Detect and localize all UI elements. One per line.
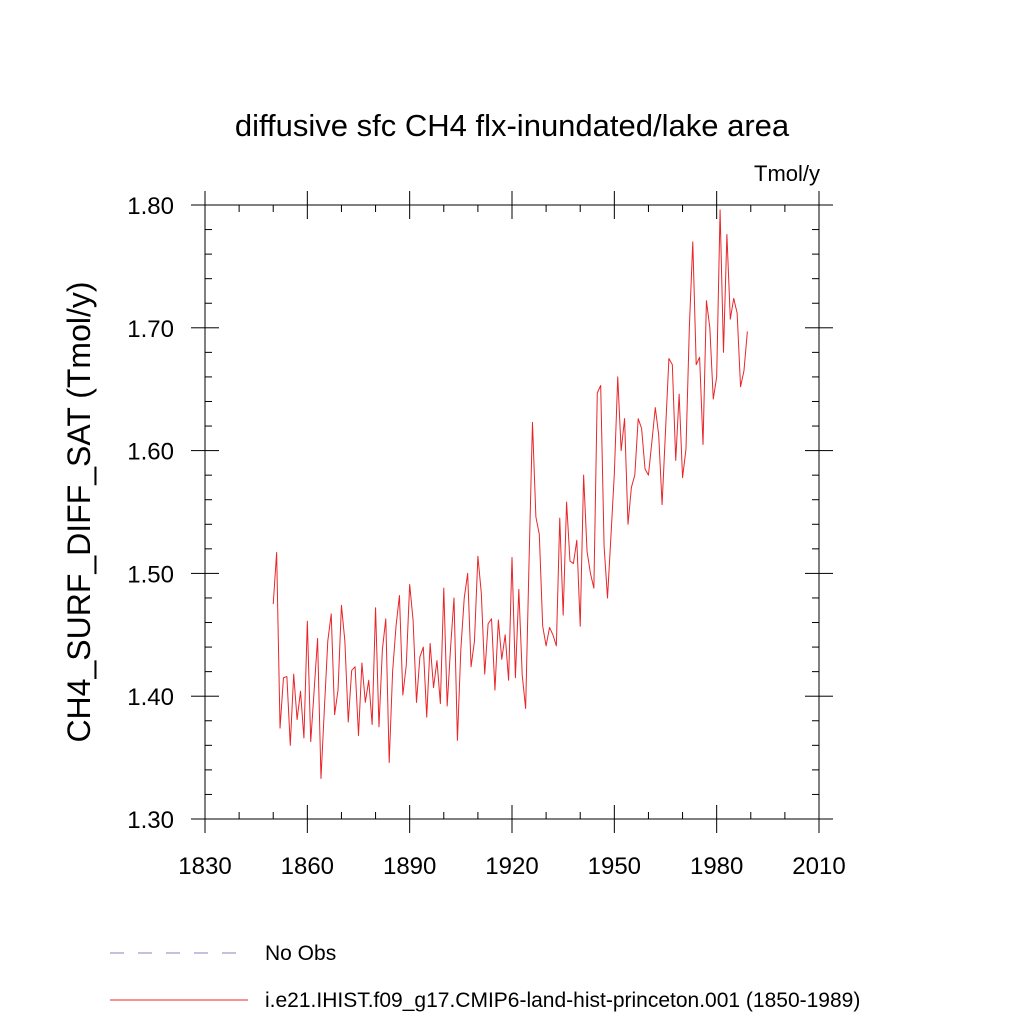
series-layer [272, 209, 748, 779]
y-axis-label: CH4_SURF_DIFF_SAT (Tmol/y) [61, 281, 97, 742]
x-tick-label: 1950 [588, 853, 641, 880]
x-tick-label: 1890 [383, 853, 436, 880]
x-tick-label: 1860 [281, 853, 334, 880]
x-tick-label: 1980 [690, 853, 743, 880]
y-tick-label: 1.70 [127, 316, 174, 343]
y-tick-label: 1.40 [127, 684, 174, 711]
y-tick-label: 1.80 [127, 193, 174, 220]
x-tick-label: 1830 [178, 853, 231, 880]
legend: No Obs i.e21.IHIST.f09_g17.CMIP6-land-hi… [110, 942, 860, 1012]
plot-frame [204, 204, 820, 820]
y-tick-label: 1.30 [127, 807, 174, 834]
y-tick-label: 1.50 [127, 561, 174, 588]
x-tick-label: 1920 [485, 853, 538, 880]
axis-ticks [191, 191, 833, 833]
axis-tick-labels: 1830 1860 1890 1920 1950 1980 2010 1.30 1.40 1.50… [127, 193, 845, 880]
x-tick-label: 2010 [792, 853, 845, 880]
y-tick-label: 1.60 [127, 439, 174, 466]
chart-title: diffusive sfc CH4 flx-inundated/lake are… [235, 108, 790, 143]
units-label: Tmol/y [754, 161, 820, 186]
legend-label-no-obs: No Obs [265, 942, 336, 965]
legend-label-simulation: i.e21.IHIST.f09_g17.CMIP6-land-hist-prin… [265, 989, 860, 1012]
series-line [272, 209, 748, 779]
